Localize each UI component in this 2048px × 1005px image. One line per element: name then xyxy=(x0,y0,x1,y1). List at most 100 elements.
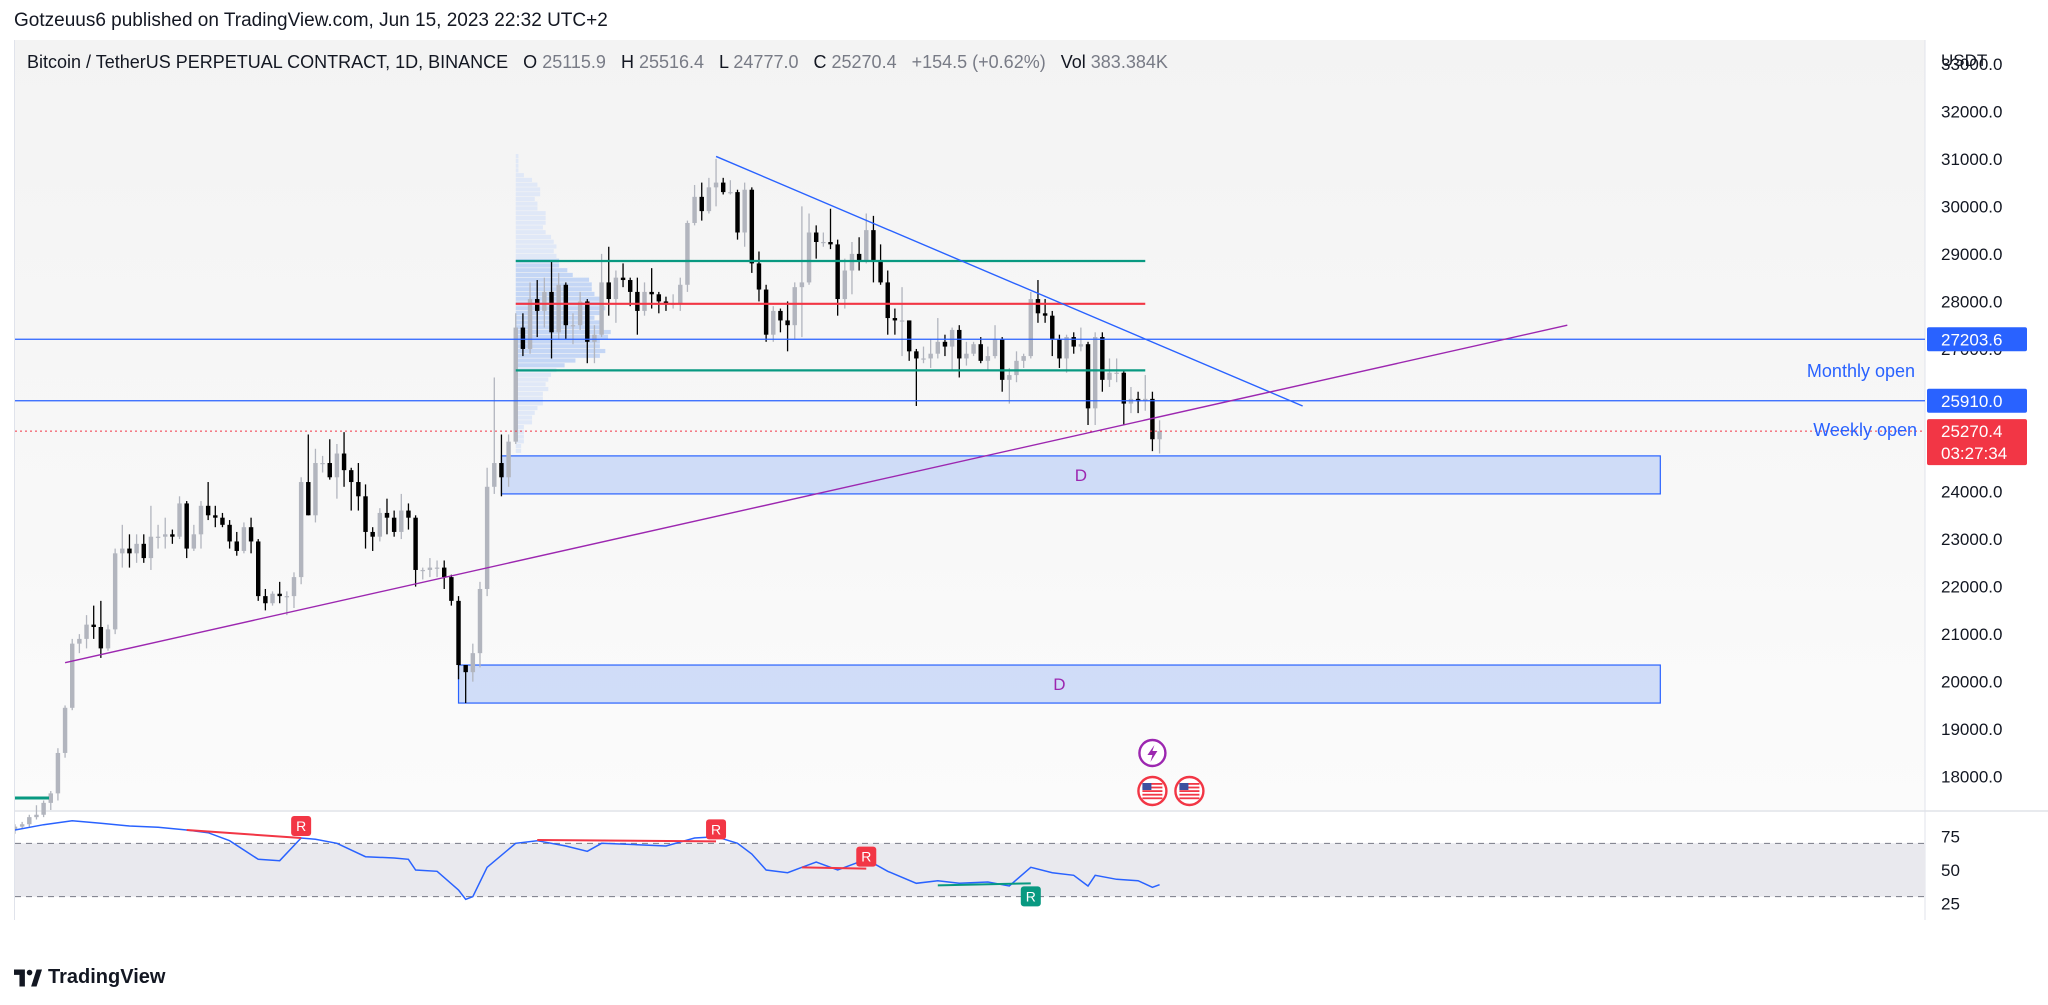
candle-body[interactable] xyxy=(34,814,39,818)
candle[interactable] xyxy=(949,327,955,371)
price-badge[interactable]: 25910.0 xyxy=(1927,388,2027,413)
candle[interactable] xyxy=(1071,332,1076,354)
candle[interactable] xyxy=(434,560,440,578)
candle[interactable] xyxy=(227,520,232,549)
candle-body[interactable] xyxy=(620,277,626,281)
candle[interactable] xyxy=(1143,375,1148,411)
candle[interactable] xyxy=(1007,367,1012,404)
candle-body[interactable] xyxy=(263,596,268,604)
candle-body[interactable] xyxy=(792,287,797,326)
candle[interactable] xyxy=(749,187,755,273)
candle[interactable] xyxy=(234,531,239,556)
candle[interactable] xyxy=(542,277,547,328)
candle[interactable] xyxy=(284,591,290,616)
candle[interactable] xyxy=(1157,420,1162,454)
candle[interactable] xyxy=(906,320,912,361)
candle[interactable] xyxy=(91,605,96,639)
candle-body[interactable] xyxy=(871,230,876,262)
rsi-divergence-line[interactable] xyxy=(537,839,717,843)
candle-body[interactable] xyxy=(706,187,712,212)
candle-body[interactable] xyxy=(12,826,18,830)
candle-body[interactable] xyxy=(921,358,926,360)
candle[interactable] xyxy=(706,177,712,214)
candle[interactable] xyxy=(806,213,812,285)
candle[interactable] xyxy=(463,665,468,704)
candle-body[interactable] xyxy=(642,291,647,311)
candle[interactable] xyxy=(155,524,161,549)
candle[interactable] xyxy=(1057,334,1062,368)
chart-area[interactable]: D D R R R R 33000.0 32000.0 31000.0 30000.0 2900… xyxy=(12,40,2048,938)
candle[interactable] xyxy=(391,510,397,537)
demand-zone[interactable] xyxy=(457,664,1661,704)
candle[interactable] xyxy=(499,434,504,497)
candle-body[interactable] xyxy=(885,282,890,319)
candle-body[interactable] xyxy=(284,596,290,598)
candle[interactable] xyxy=(105,624,111,651)
candle[interactable] xyxy=(534,280,540,338)
candle[interactable] xyxy=(198,501,204,549)
candle[interactable] xyxy=(19,821,25,830)
candle-body[interactable] xyxy=(914,351,919,359)
candle-body[interactable] xyxy=(456,600,461,666)
candle-body[interactable] xyxy=(763,289,769,335)
candle-body[interactable] xyxy=(1135,398,1141,402)
candle-body[interactable] xyxy=(799,282,805,288)
candle-body[interactable] xyxy=(534,299,540,311)
candle[interactable] xyxy=(699,182,704,221)
candle[interactable] xyxy=(84,615,89,649)
candle-body[interactable] xyxy=(842,270,848,300)
candle-body[interactable] xyxy=(599,282,604,335)
candle[interactable] xyxy=(48,790,53,810)
candle-body[interactable] xyxy=(778,310,783,321)
candle-body[interactable] xyxy=(785,320,790,326)
candle[interactable] xyxy=(527,282,533,354)
candle[interactable] xyxy=(184,501,189,559)
candle-body[interactable] xyxy=(570,325,576,327)
candle[interactable] xyxy=(1035,280,1041,323)
candle-body[interactable] xyxy=(878,261,883,283)
candle[interactable] xyxy=(120,524,125,568)
candle[interactable] xyxy=(406,503,411,530)
candle-body[interactable] xyxy=(1100,337,1105,380)
candle-body[interactable] xyxy=(120,548,125,554)
candle-body[interactable] xyxy=(291,577,297,597)
candle[interactable] xyxy=(735,189,740,240)
candle[interactable] xyxy=(985,346,991,371)
candle[interactable] xyxy=(1064,334,1069,373)
candle[interactable] xyxy=(971,341,976,357)
candle-body[interactable] xyxy=(1064,337,1069,359)
candle-body[interactable] xyxy=(363,496,368,532)
candlestick-chart[interactable]: D D R R R R 33000.0 32000.0 31000.0 30000.0 2900… xyxy=(12,40,2048,938)
candle-body[interactable] xyxy=(177,503,182,537)
candle-body[interactable] xyxy=(313,463,318,516)
candle-body[interactable] xyxy=(663,301,669,304)
candle-body[interactable] xyxy=(256,541,261,597)
candle[interactable] xyxy=(306,434,311,516)
candle[interactable] xyxy=(320,455,325,473)
candle-body[interactable] xyxy=(356,482,361,497)
candle-body[interactable] xyxy=(98,627,104,649)
candle-body[interactable] xyxy=(835,244,840,300)
tradingview-logo[interactable]: TradingView xyxy=(14,966,165,989)
candle[interactable] xyxy=(313,448,318,523)
candle-body[interactable] xyxy=(320,463,325,465)
candle[interactable] xyxy=(999,337,1005,392)
candle-body[interactable] xyxy=(1114,372,1119,374)
candle[interactable] xyxy=(728,180,733,195)
ascending-trendline[interactable] xyxy=(64,324,1568,664)
candle-body[interactable] xyxy=(713,182,719,188)
candle-body[interactable] xyxy=(771,310,776,335)
candle[interactable] xyxy=(341,432,347,487)
candle-body[interactable] xyxy=(463,665,468,673)
candle-body[interactable] xyxy=(112,553,118,630)
candle[interactable] xyxy=(205,482,211,521)
candle[interactable] xyxy=(592,325,597,364)
candle[interactable] xyxy=(413,515,418,587)
candle[interactable] xyxy=(1014,351,1019,383)
candle[interactable] xyxy=(785,301,790,352)
candle-body[interactable] xyxy=(406,510,411,518)
candle[interactable] xyxy=(577,291,583,330)
candle[interactable] xyxy=(799,206,805,338)
candle-body[interactable] xyxy=(978,344,983,361)
candle-body[interactable] xyxy=(678,284,683,304)
